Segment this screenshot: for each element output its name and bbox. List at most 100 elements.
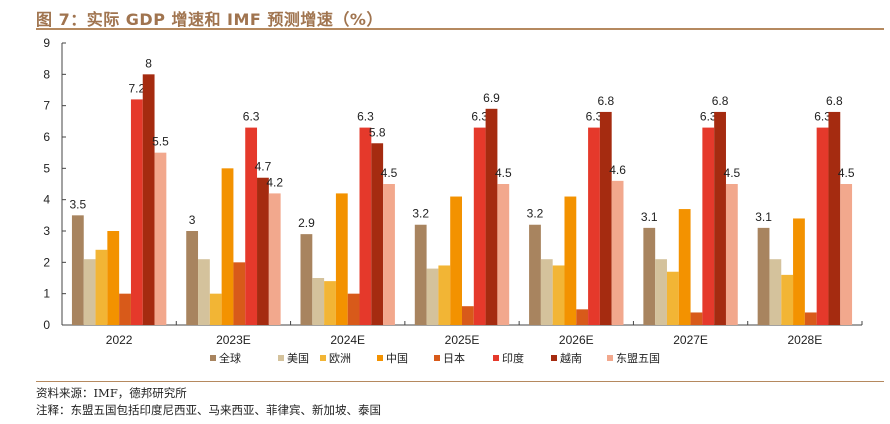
bar <box>450 196 462 325</box>
data-label: 3.2 <box>527 207 544 221</box>
data-label: 4.5 <box>381 166 398 180</box>
y-tick-label: 3 <box>43 224 50 238</box>
x-tick-label: 2024E <box>330 333 365 347</box>
bar <box>95 249 108 325</box>
bar <box>359 127 372 325</box>
footnote: 注释：东盟五国包括印度尼西亚、马来西亚、菲律宾、新加坡、泰国 <box>36 403 381 417</box>
bar <box>725 184 738 325</box>
bar <box>588 127 600 325</box>
data-label: 4.5 <box>838 166 855 180</box>
bar <box>221 168 234 325</box>
data-label: 6.9 <box>483 91 500 105</box>
legend-label: 东盟五国 <box>616 352 660 365</box>
bar <box>781 274 794 325</box>
data-label: 3.2 <box>412 207 429 221</box>
bar <box>804 312 817 325</box>
bar <box>816 127 829 325</box>
title-rule <box>36 28 884 30</box>
bar <box>714 111 726 325</box>
bar <box>666 271 679 325</box>
y-tick-label: 9 <box>43 36 50 50</box>
bar <box>414 224 427 325</box>
bar <box>257 177 269 325</box>
bar <box>107 231 120 325</box>
bar <box>154 152 167 325</box>
figure-title: 图 7：实际 GDP 增速和 IMF 预测增速（%） <box>36 10 383 29</box>
bar <box>142 74 155 325</box>
bar <box>529 224 541 325</box>
data-label: 4.2 <box>266 175 283 189</box>
data-label: 3 <box>189 213 196 227</box>
data-label: 2.9 <box>298 216 315 230</box>
footer-rule <box>36 381 884 382</box>
bar <box>383 184 395 325</box>
bar <box>828 111 841 325</box>
data-label: 8 <box>145 56 152 70</box>
x-tick-label: 2028E <box>788 333 823 347</box>
legend-label: 美国 <box>287 352 309 365</box>
y-tick-label: 1 <box>43 287 50 301</box>
legend-label: 印度 <box>502 351 524 365</box>
bar <box>564 196 577 325</box>
x-tick-label: 2026E <box>559 333 594 347</box>
y-tick-label: 2 <box>43 255 50 269</box>
x-tick-label: 2022 <box>106 333 133 347</box>
y-tick-label: 5 <box>43 161 50 175</box>
y-tick-label: 6 <box>43 130 50 144</box>
legend-label: 中国 <box>386 352 408 365</box>
legend-swatch <box>551 355 557 361</box>
bar <box>83 259 96 325</box>
data-label: 4.5 <box>724 166 741 180</box>
bar <box>576 309 589 325</box>
data-label: 6.3 <box>700 110 717 124</box>
bar <box>840 184 853 325</box>
bar <box>198 259 210 325</box>
data-label: 4.6 <box>609 163 626 177</box>
bar <box>71 215 84 325</box>
data-label: 6.3 <box>814 110 831 124</box>
bar <box>324 281 336 325</box>
data-label: 4.5 <box>495 166 512 180</box>
bar <box>678 209 691 325</box>
bar <box>268 193 281 325</box>
data-label: 3.1 <box>641 210 658 224</box>
y-tick-label: 7 <box>43 99 50 113</box>
legend-label: 越南 <box>560 351 582 365</box>
legend-swatch <box>278 355 284 361</box>
data-label: 6.3 <box>586 110 603 124</box>
data-label: 6.8 <box>712 94 729 108</box>
data-label: 3.1 <box>755 210 772 224</box>
bar <box>552 265 565 325</box>
legend-swatch <box>377 355 383 361</box>
y-tick-label: 0 <box>43 318 50 332</box>
bar <box>769 259 782 325</box>
bar <box>438 265 451 325</box>
data-label: 6.8 <box>597 94 614 108</box>
bar <box>371 143 384 325</box>
bar <box>462 306 474 325</box>
data-label: 3.5 <box>69 197 86 211</box>
bar <box>599 111 612 325</box>
bar <box>130 99 143 326</box>
bar <box>757 227 770 325</box>
data-label: 5.8 <box>369 125 386 139</box>
bar <box>540 259 553 325</box>
data-label: 6.3 <box>471 110 488 124</box>
data-label: 5.5 <box>152 135 169 149</box>
legend-label: 欧洲 <box>329 352 351 365</box>
bar <box>233 262 246 325</box>
data-label: 6.3 <box>357 110 374 124</box>
y-tick-label: 4 <box>43 193 50 207</box>
bar <box>611 180 624 325</box>
legend-swatch <box>320 355 326 361</box>
legend-swatch <box>493 355 499 361</box>
bar <box>312 278 325 325</box>
bar <box>643 227 656 325</box>
bar <box>209 293 222 325</box>
legend-swatch <box>434 355 440 361</box>
bar <box>793 218 805 325</box>
bar <box>702 127 715 325</box>
bar <box>473 127 486 325</box>
data-label: 7.2 <box>128 81 145 95</box>
bar <box>485 108 498 325</box>
